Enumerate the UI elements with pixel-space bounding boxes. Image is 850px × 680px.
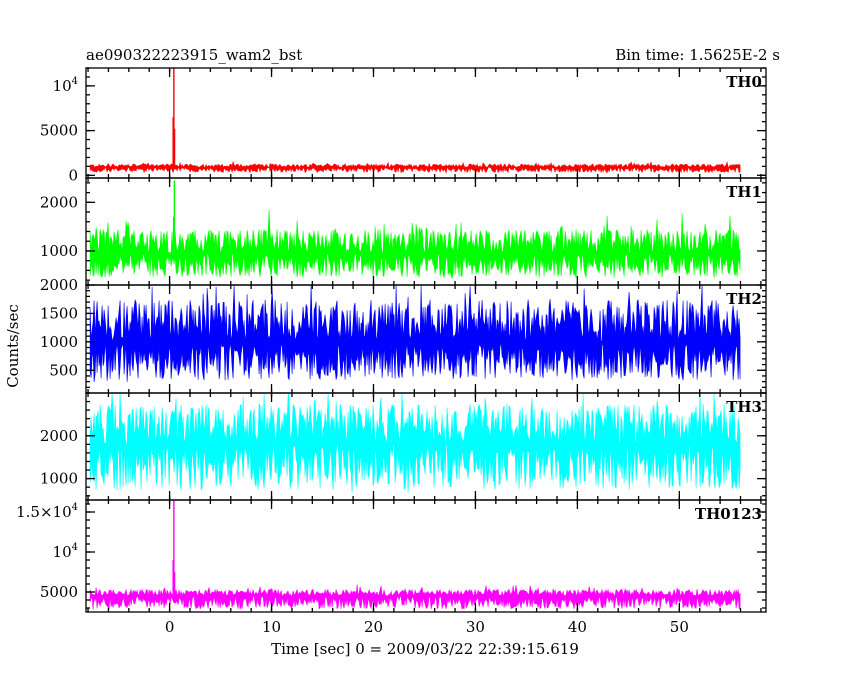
y-tick-label: 1000 xyxy=(40,333,78,351)
panel-name-label: TH3 xyxy=(726,398,762,416)
y-tick-label: 1.5×104 xyxy=(16,502,78,521)
panel-frame xyxy=(85,499,767,613)
x-tick-label: 30 xyxy=(466,618,485,636)
y-tick-label: 500 xyxy=(49,361,78,379)
x-tick-label: 40 xyxy=(568,618,587,636)
series-th1 xyxy=(89,209,741,279)
x-tick-label: 0 xyxy=(165,618,175,636)
panel-th2: 500 1000 1500 2000 TH2 xyxy=(40,276,767,394)
panel-name-label: TH0 xyxy=(726,73,762,91)
bin-time-label: Bin time: 1.5625E-2 s xyxy=(615,46,780,64)
x-tick-label: 50 xyxy=(670,618,689,636)
series-th3 xyxy=(89,391,741,493)
y-tick-label: 5000 xyxy=(40,122,78,140)
x-tick-label: 10 xyxy=(262,618,281,636)
y-axis-label: Counts/sec xyxy=(4,304,22,388)
panel-th3: 1000 2000 TH3 xyxy=(40,391,767,501)
y-tick-label: 5000 xyxy=(40,583,78,601)
panel-name-label: TH2 xyxy=(726,290,762,308)
y-tick-label: 104 xyxy=(53,542,78,561)
y-tick-label: 1000 xyxy=(40,242,78,260)
y-tick-label: 2000 xyxy=(40,193,78,211)
panel-th0123: 5000 104 1.5×104 TH0123 xyxy=(16,499,767,613)
panel-th0: 0 5000 104 TH0 xyxy=(40,67,767,184)
y-tick-label: 0 xyxy=(68,166,78,184)
panel-th1: 1000 2000 TH1 xyxy=(40,177,767,286)
y-tick-label: 1500 xyxy=(40,304,78,322)
panel-name-label: TH0123 xyxy=(695,505,762,523)
series-th2 xyxy=(89,284,741,383)
panel-frame xyxy=(85,67,767,179)
x-axis-label: Time [sec] 0 = 2009/03/22 22:39:15.619 xyxy=(271,640,579,658)
chart-title: ae090322223915_wam2_bst xyxy=(86,46,302,64)
y-tick-label: 1000 xyxy=(40,470,78,488)
y-tick-label: 104 xyxy=(53,76,78,95)
y-tick-label: 2000 xyxy=(40,276,78,294)
series-th0 xyxy=(89,160,741,175)
x-tick-label: 20 xyxy=(364,618,383,636)
panel-name-label: TH1 xyxy=(726,183,762,201)
series-th0123 xyxy=(89,584,741,610)
y-tick-label: 2000 xyxy=(40,427,78,445)
